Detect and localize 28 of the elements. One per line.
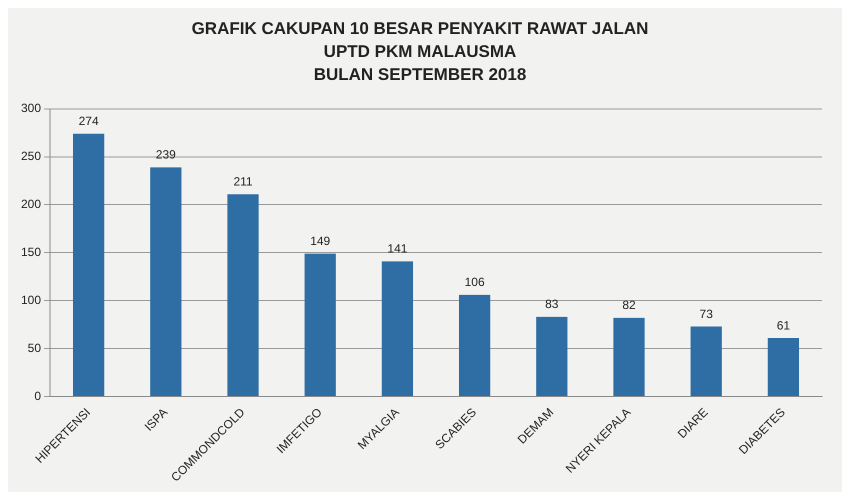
bar	[150, 167, 182, 396]
bar	[304, 254, 336, 396]
data-label: 106	[464, 275, 485, 290]
chart-title: GRAFIK CAKUPAN 10 BESAR PENYAKIT RAWAT JALAN UPTD PKM MALAUSMA BULAN SEPTEMBER 2018	[192, 19, 648, 84]
bar	[613, 318, 645, 396]
y-tick-label: 0	[34, 388, 42, 403]
data-label: 211	[233, 174, 253, 189]
data-label: 82	[622, 298, 636, 312]
data-label: 61	[776, 318, 790, 332]
bar	[382, 261, 414, 396]
y-tick-label: 100	[20, 292, 42, 307]
data-label: 73	[700, 306, 714, 321]
data-label: 83	[545, 297, 559, 312]
bar	[690, 326, 722, 396]
y-tick-label: 250	[20, 149, 42, 164]
bar	[227, 194, 259, 396]
y-tick-label: 300	[20, 101, 42, 116]
y-tick-label: 150	[20, 245, 42, 259]
data-label: 149	[310, 234, 331, 248]
data-label: 239	[156, 148, 176, 162]
data-label: 141	[387, 242, 408, 256]
y-tick-label: 200	[20, 197, 42, 212]
bar	[536, 316, 568, 396]
y-tick-label: 50	[28, 340, 42, 355]
bar	[458, 294, 490, 396]
bar	[768, 338, 800, 396]
bar	[72, 134, 104, 396]
data-label: 274	[78, 114, 99, 128]
